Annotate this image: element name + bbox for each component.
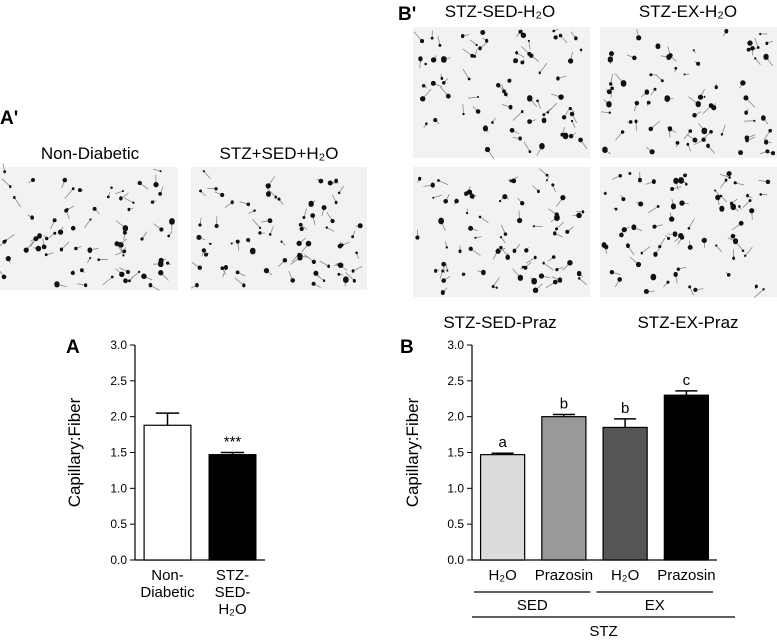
- significance-label: ***: [224, 434, 242, 451]
- bar: [208, 454, 257, 561]
- y-axis-label: Capillary:Fiber: [403, 397, 422, 507]
- micrograph-caption: STZ-EX-Praz: [637, 313, 738, 332]
- micrograph: [600, 167, 777, 297]
- micrograph: [600, 27, 777, 158]
- micrograph: [191, 167, 367, 290]
- micrograph-caption: STZ+SED+H₂O: [219, 144, 338, 163]
- panel-label: B: [400, 337, 414, 358]
- micrograph-membranes: [417, 168, 588, 293]
- x-tick-label: H₂O: [611, 567, 639, 584]
- y-tick-label: 1.0: [110, 481, 127, 495]
- x-tick-label: H₂O: [488, 567, 516, 584]
- significance-label: b: [560, 396, 568, 413]
- significance-label: b: [621, 400, 629, 417]
- micrograph-membranes: [602, 171, 769, 298]
- micrograph-capillaries: [415, 173, 585, 295]
- x-tick-label: Prazosin: [657, 567, 715, 584]
- y-tick-label: 1.5: [110, 446, 127, 460]
- y-tick-label: 0.5: [447, 517, 464, 531]
- panel-label: B': [398, 4, 416, 25]
- micrograph-membranes: [190, 170, 363, 289]
- bar: [663, 394, 710, 561]
- y-tick-label: 3.0: [447, 338, 464, 352]
- bar: [143, 424, 192, 561]
- panel-label: A': [0, 108, 18, 129]
- micrograph-caption: Non-Diabetic: [41, 144, 140, 163]
- x-tick-label: STZ-SED-H₂O: [215, 567, 251, 618]
- micrograph: [413, 27, 590, 158]
- panel-label: A: [66, 337, 80, 358]
- y-tick-label: 3.0: [110, 338, 127, 352]
- y-tick-label: 0.5: [110, 517, 127, 531]
- x-tick-label: Non-Diabetic: [140, 567, 195, 601]
- x-tick-label: Prazosin: [535, 567, 593, 584]
- group-label: EX: [645, 597, 665, 614]
- micrograph-caption: STZ-SED-Praz: [443, 313, 556, 332]
- micrograph: [0, 167, 178, 290]
- y-axis-label: Capillary:Fiber: [65, 397, 84, 507]
- y-tick-label: 2.0: [110, 410, 127, 424]
- significance-label: a: [498, 434, 507, 451]
- bar: [479, 454, 526, 561]
- micrograph: [413, 167, 590, 297]
- supergroup-label: STZ: [589, 623, 617, 640]
- micrograph-caption: STZ-SED-H₂O: [445, 2, 555, 21]
- y-tick-label: 2.0: [447, 410, 464, 424]
- significance-label: c: [683, 372, 691, 389]
- y-tick-label: 2.5: [110, 374, 127, 388]
- y-tick-label: 1.0: [447, 481, 464, 495]
- group-label: SED: [517, 597, 548, 614]
- y-tick-label: 1.5: [447, 446, 464, 460]
- y-tick-label: 2.5: [447, 374, 464, 388]
- bar: [602, 426, 648, 561]
- y-tick-label: 0.0: [447, 553, 464, 567]
- micrograph-caption: STZ-EX-H₂O: [639, 2, 737, 21]
- bar: [541, 416, 587, 561]
- y-tick-label: 0.0: [110, 553, 127, 567]
